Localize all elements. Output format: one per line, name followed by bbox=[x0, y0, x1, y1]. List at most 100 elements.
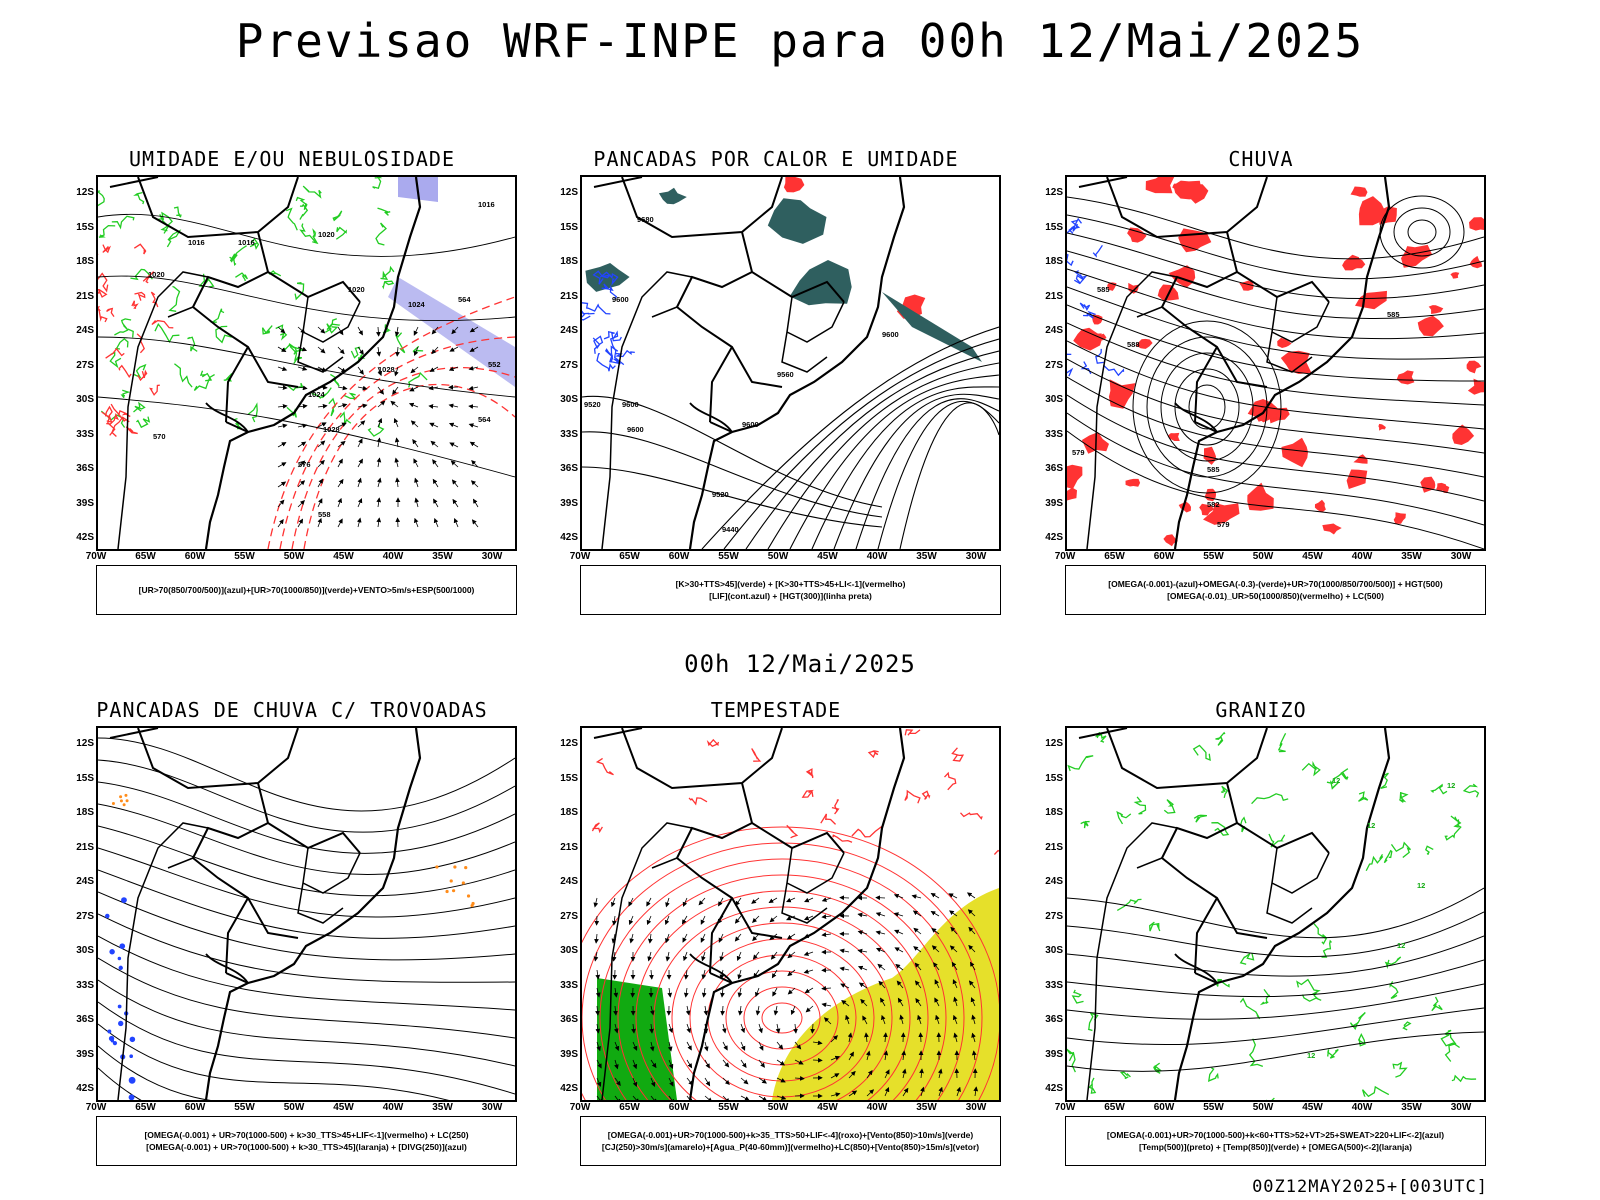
humidity-contour-low bbox=[109, 351, 122, 369]
wind-vector bbox=[758, 1095, 768, 1100]
temp850-contour bbox=[1193, 814, 1208, 823]
convection-area bbox=[125, 799, 129, 803]
rain-area bbox=[1203, 502, 1240, 525]
map-frame[interactable]: 1016 1016 1016 1020 1020 1020 1024 1024 1028 1028… bbox=[96, 175, 517, 551]
wind-vector bbox=[317, 440, 326, 448]
wind-vector bbox=[628, 897, 634, 907]
wind-vector bbox=[969, 961, 976, 971]
wind-vector bbox=[951, 961, 958, 971]
rain-area bbox=[1092, 314, 1103, 325]
contour-label: 558 bbox=[318, 510, 331, 519]
humidity-contour-low bbox=[229, 253, 237, 267]
wind-vector bbox=[914, 962, 922, 971]
lon-tick-label: 55W bbox=[234, 551, 255, 562]
lon-tick-label: 40W bbox=[382, 551, 404, 562]
map-frame[interactable] bbox=[96, 726, 517, 1102]
wind-vector bbox=[394, 326, 400, 337]
wind-vector bbox=[317, 478, 324, 488]
wind-vector bbox=[794, 1075, 805, 1081]
map-frame[interactable]: 12 12 12 12 12 12 bbox=[1065, 726, 1486, 1102]
map-frame[interactable]: 9680 9600 9600 9560 9600 9520 9600 9520 9440 9600 bbox=[580, 175, 1001, 551]
lat-tick-label: 21S bbox=[560, 290, 578, 302]
wind-vector bbox=[376, 457, 382, 468]
rain-area bbox=[1469, 255, 1483, 269]
wind-vector bbox=[413, 517, 419, 528]
lat-tick-label: 24S bbox=[76, 325, 94, 336]
wind-vector bbox=[337, 440, 346, 448]
wind-vector bbox=[769, 915, 778, 923]
divergence-area bbox=[107, 1029, 112, 1034]
wind-vector bbox=[596, 1041, 601, 1052]
thickness-contour bbox=[149, 384, 160, 396]
coastline bbox=[1173, 177, 1391, 549]
wind-vector bbox=[468, 404, 479, 409]
wind-vector bbox=[840, 983, 850, 989]
strong-wind-area bbox=[597, 978, 677, 1100]
wind-vector bbox=[409, 386, 419, 392]
rain-area bbox=[1378, 423, 1386, 431]
wind-vector bbox=[317, 517, 322, 528]
wind-vector bbox=[376, 517, 382, 528]
thickness-contour bbox=[111, 416, 130, 437]
wind-vector bbox=[356, 517, 362, 528]
wind-vector bbox=[430, 440, 439, 448]
divergence-area bbox=[121, 897, 127, 903]
contour-label: 9520 bbox=[584, 400, 601, 409]
wind-vector bbox=[297, 403, 308, 409]
map-frame[interactable]: 585 585 588 585 582 579 579 bbox=[1065, 175, 1486, 551]
thickness-contour bbox=[118, 364, 132, 378]
wind-vector bbox=[376, 346, 382, 357]
wind-vector bbox=[971, 1050, 977, 1061]
rain-area bbox=[1145, 177, 1175, 194]
wind-vector bbox=[821, 932, 832, 938]
wind-vector bbox=[896, 980, 904, 989]
thickness-contour bbox=[105, 347, 125, 359]
divergence-area bbox=[128, 1076, 136, 1084]
wind-vector bbox=[758, 1041, 764, 1051]
rain-area bbox=[1173, 180, 1202, 200]
wind-vector bbox=[912, 910, 922, 917]
wind-vector bbox=[593, 951, 599, 962]
lat-tick-label: 33S bbox=[1045, 979, 1063, 991]
wind-vector bbox=[773, 1005, 779, 1016]
wind-vector bbox=[393, 417, 399, 428]
wind-vector bbox=[864, 1032, 869, 1043]
wind-vector bbox=[611, 951, 617, 962]
wind-vector bbox=[968, 944, 976, 953]
divergence-area bbox=[117, 956, 122, 961]
panel-legend: [K>30+TTS>45](verde) + [K>30+TTS>45+LI<-… bbox=[580, 565, 1001, 615]
temp850-contour bbox=[1251, 793, 1289, 805]
wind-vector bbox=[667, 1041, 673, 1052]
wind-vector bbox=[866, 1089, 875, 1097]
rain-area bbox=[1322, 523, 1342, 535]
panel-granizo: GRANIZO 12 12 12 12 12 12 [OMEGA(-0.001)+UR>7… bbox=[1021, 698, 1501, 1188]
rain-area bbox=[1108, 379, 1136, 409]
lon-tick-label: 30W bbox=[1450, 551, 1472, 562]
wind-vector bbox=[596, 1095, 603, 1100]
wind-vector bbox=[701, 951, 706, 962]
humidity-contour-low bbox=[286, 406, 297, 418]
wind-vector bbox=[297, 385, 308, 391]
wind-vector bbox=[934, 979, 940, 989]
wind-vector bbox=[685, 1005, 691, 1016]
lat-tick-label: 39S bbox=[560, 1048, 578, 1060]
wind-vector bbox=[740, 1095, 750, 1100]
streamline bbox=[98, 1023, 449, 1100]
thickness-contour bbox=[303, 384, 515, 549]
temp850-contour bbox=[1087, 1012, 1099, 1032]
wind-vector bbox=[593, 897, 599, 908]
lon-tick-label: 45W bbox=[1302, 551, 1323, 562]
temp850-contour bbox=[1211, 822, 1230, 836]
wind-vector bbox=[452, 498, 459, 508]
wind-vector bbox=[740, 1059, 747, 1069]
wind-vector bbox=[736, 951, 742, 962]
contour-label: 12 bbox=[1417, 881, 1425, 890]
lon-tick-label: 60W bbox=[668, 551, 690, 562]
wind-vector bbox=[930, 892, 940, 899]
wind-vector bbox=[595, 987, 601, 998]
map-frame[interactable] bbox=[580, 726, 1001, 1102]
wind-vector bbox=[394, 366, 399, 377]
lat-tick-label: 33S bbox=[76, 428, 94, 440]
lat-tick-label: 21S bbox=[76, 290, 94, 302]
wind-vector bbox=[448, 422, 459, 428]
